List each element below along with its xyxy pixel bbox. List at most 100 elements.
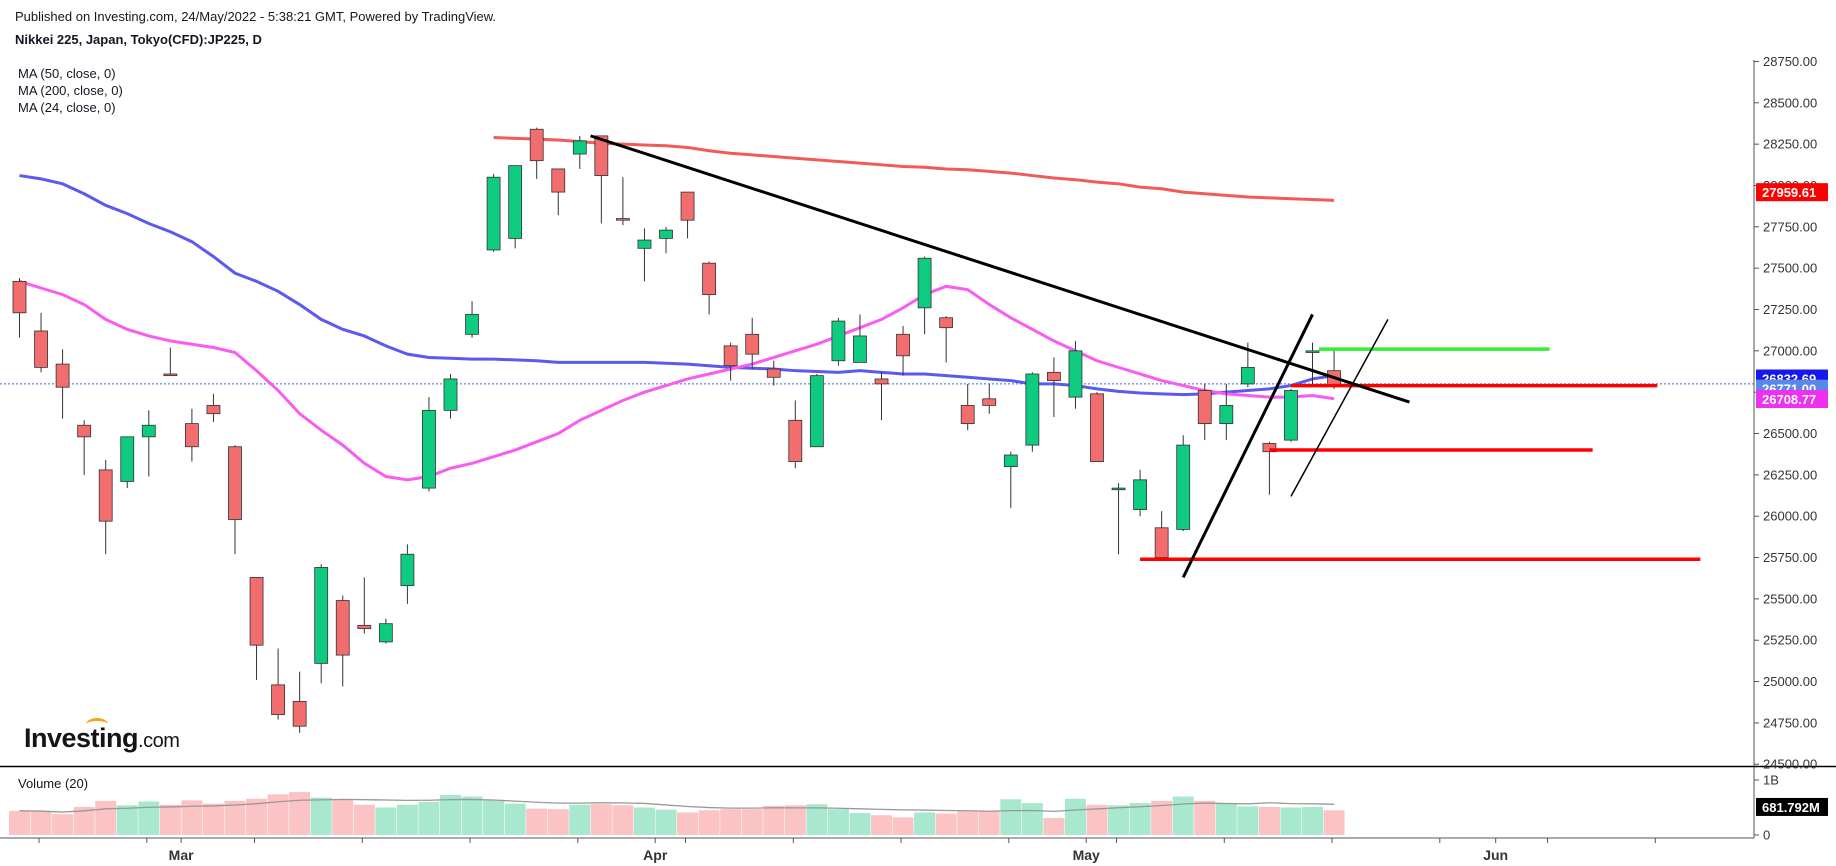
candle-body xyxy=(335,600,350,656)
y-tick-label: 26000.00 xyxy=(1763,509,1817,524)
candle-body xyxy=(400,553,415,587)
candle-body xyxy=(1133,479,1147,510)
volume-bar xyxy=(1237,806,1259,835)
trendline xyxy=(1181,313,1314,579)
volume-y-tick-label: 0 xyxy=(1763,828,1770,843)
y-tick-label: 28250.00 xyxy=(1763,137,1817,152)
price-label-box xyxy=(1756,183,1828,202)
volume-bar xyxy=(224,800,246,835)
candle-body xyxy=(809,375,824,448)
volume-bar xyxy=(1129,803,1151,835)
volume-bar xyxy=(202,803,224,835)
candle-body xyxy=(12,280,27,314)
trendline xyxy=(590,134,1410,404)
candle-body xyxy=(896,333,910,357)
candle-body xyxy=(1176,444,1191,530)
candle-body xyxy=(98,469,113,522)
volume-bar xyxy=(1258,806,1280,835)
y-tick-label: 27000.00 xyxy=(1763,343,1817,358)
ma50-legend[interactable]: MA (50, close, 0) xyxy=(18,66,116,81)
volume-bar xyxy=(849,813,871,835)
volume-bar xyxy=(1172,796,1194,835)
candle-body xyxy=(766,368,781,378)
candle-body xyxy=(1154,527,1169,558)
symbol-title: Nikkei 225, Japan, Tokyo(CFD):JP225, D xyxy=(15,32,262,47)
x-tick-label: May xyxy=(1073,847,1100,863)
y-tick-label: 28500.00 xyxy=(1763,95,1817,110)
volume-bar xyxy=(246,798,268,835)
volume-label-box xyxy=(1756,797,1828,816)
y-tick-label: 28750.00 xyxy=(1763,54,1817,69)
volume-bar xyxy=(698,810,720,835)
candle-body xyxy=(314,567,329,664)
candle-body xyxy=(594,135,609,176)
candle-body xyxy=(723,345,738,367)
candle-body xyxy=(1197,390,1212,424)
volume-bar xyxy=(396,804,418,835)
volume-bar xyxy=(116,805,138,835)
candle-body xyxy=(831,320,846,362)
y-tick-label: 26500.00 xyxy=(1763,426,1817,441)
y-tick-label: 25500.00 xyxy=(1763,591,1817,606)
ma200-line xyxy=(493,136,1335,202)
trendline xyxy=(1290,319,1389,497)
candle-body xyxy=(551,168,566,193)
price-label-box xyxy=(1756,389,1828,408)
y-tick-label: 25250.00 xyxy=(1763,633,1817,648)
volume-bar xyxy=(957,811,979,835)
candle-body xyxy=(1284,390,1298,441)
candle-body xyxy=(77,424,92,438)
volume-bar xyxy=(741,809,763,835)
candle-body xyxy=(141,424,156,438)
volume-bar xyxy=(892,817,914,835)
candle-body xyxy=(853,335,867,363)
volume-bar xyxy=(526,808,548,835)
candle-body xyxy=(378,623,393,643)
x-tick-label: Apr xyxy=(643,847,668,863)
candle-body xyxy=(271,684,286,716)
volume-bar xyxy=(159,804,181,835)
y-tick-label: 26250.00 xyxy=(1763,467,1817,482)
x-tick-label: Jun xyxy=(1483,847,1508,863)
volume-bar xyxy=(590,804,612,835)
y-tick-label: 27750.00 xyxy=(1763,219,1817,234)
volume-bar xyxy=(1000,799,1022,835)
candle-body xyxy=(616,218,630,221)
volume-bar xyxy=(1194,800,1216,835)
candle-body xyxy=(917,257,932,309)
candle-body xyxy=(1003,454,1018,467)
candle-body xyxy=(292,701,307,727)
volume-bar xyxy=(806,804,828,835)
volume-label-text: 681.792M xyxy=(1762,800,1820,815)
candle-body xyxy=(1111,487,1126,491)
candle-body xyxy=(508,165,523,239)
volume-bar xyxy=(461,796,483,835)
price-label-text: 26708.77 xyxy=(1762,392,1816,407)
volume-bar xyxy=(784,805,806,835)
candle-body xyxy=(745,333,760,355)
ma200-legend[interactable]: MA (200, close, 0) xyxy=(18,83,123,98)
volume-legend[interactable]: Volume (20) xyxy=(18,776,89,791)
ma24-legend[interactable]: MA (24, close, 0) xyxy=(18,100,116,115)
volume-bar xyxy=(1215,803,1237,835)
candle-body xyxy=(788,419,803,463)
volume-bar xyxy=(483,799,505,835)
volume-bar xyxy=(310,797,332,835)
candle-body xyxy=(939,317,954,329)
volume-bar xyxy=(914,812,936,835)
logo-brand: Investing xyxy=(24,723,139,753)
candle-body xyxy=(206,405,221,415)
candle-body xyxy=(249,576,264,646)
volume-bar xyxy=(655,809,677,835)
volume-bar xyxy=(612,805,634,835)
candle-body xyxy=(982,398,997,406)
volume-bar xyxy=(827,809,849,835)
candle-body xyxy=(1219,405,1234,424)
candle-body xyxy=(1068,350,1083,398)
published-caption: Published on Investing.com, 24/May/2022 … xyxy=(15,9,497,24)
candle-body xyxy=(572,140,587,155)
volume-bar xyxy=(267,794,289,835)
candle-body xyxy=(1305,350,1320,353)
volume-bar xyxy=(720,809,742,835)
